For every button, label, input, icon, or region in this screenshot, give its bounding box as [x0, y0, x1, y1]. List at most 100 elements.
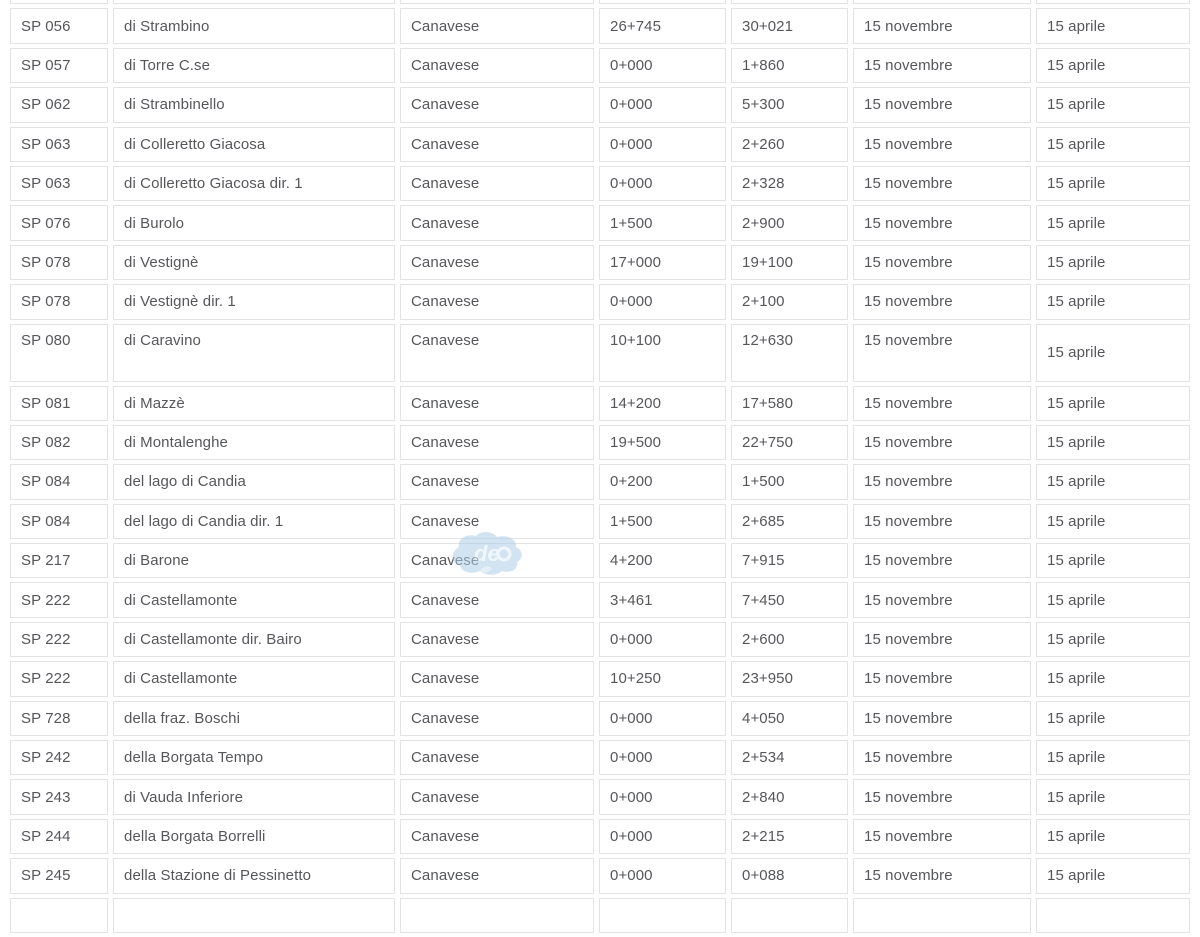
cell-closure-start: 15 novembre	[853, 543, 1031, 579]
cell-km-start: 0+000	[599, 621, 726, 658]
cell-code: SP 243	[10, 779, 108, 815]
cell-km-start	[599, 0, 726, 5]
cell-km-start: 0+200	[599, 464, 726, 500]
cell-code: SP 080	[10, 323, 108, 382]
cell-closure-start: 15 novembre	[853, 323, 1031, 382]
cell-km-start: 0+000	[599, 779, 726, 815]
cell-road-name: della Stazione di Pessinetto	[113, 858, 395, 894]
cell-closure-start: 15 novembre	[853, 700, 1031, 737]
cell-code: SP 728	[10, 700, 108, 737]
cell-road-name: di Castellamonte dir. Bairo	[113, 621, 395, 658]
cell-zone: Canavese	[400, 8, 594, 44]
cell-code: SP 063	[10, 126, 108, 162]
cell-km-end: 2+534	[731, 740, 848, 776]
cell-zone	[400, 897, 594, 933]
cell-closure-start: 15 novembre	[853, 818, 1031, 855]
table-row: SP 056 di Strambino Canavese 26+745 30+0…	[10, 8, 1190, 44]
cell-km-end: 2+215	[731, 818, 848, 855]
table-row: SP 084 del lago di Candia Canavese 0+200…	[10, 464, 1190, 500]
cell-closure-start: 15 novembre	[853, 661, 1031, 697]
cell-km-start: 3+461	[599, 582, 726, 618]
cell-code: SP 222	[10, 582, 108, 618]
cell-zone: Canavese	[400, 47, 594, 84]
table-row: SP 222 di Castellamonte Canavese 10+250 …	[10, 661, 1190, 697]
cell-closure-start: 15 novembre	[853, 8, 1031, 44]
cell-road-name: di Strambinello	[113, 87, 395, 123]
table-row: SP 063 di Colleretto Giacosa Canavese 0+…	[10, 126, 1190, 162]
cell-km-end: 22+750	[731, 424, 848, 461]
cell-code: SP 084	[10, 464, 108, 500]
cell-closure-end: 15 aprile	[1036, 323, 1190, 382]
cell-closure-end: 15 aprile	[1036, 385, 1190, 421]
cell-closure-end: 15 aprile	[1036, 424, 1190, 461]
cell-km-end: 2+100	[731, 284, 848, 320]
cell-km-end	[731, 0, 848, 5]
table-row: SP 076 di Burolo Canavese 1+500 2+900 15…	[10, 205, 1190, 241]
table-row-partial-top	[10, 0, 1190, 5]
cell-km-start: 0+000	[599, 284, 726, 320]
cell-code	[10, 0, 108, 5]
cell-closure-end: 15 aprile	[1036, 661, 1190, 697]
cell-km-end: 2+900	[731, 205, 848, 241]
cell-code: SP 222	[10, 661, 108, 697]
cell-km-start: 19+500	[599, 424, 726, 461]
cell-code: SP 076	[10, 205, 108, 241]
cell-km-end: 7+915	[731, 543, 848, 579]
cell-km-start: 10+250	[599, 661, 726, 697]
table-row: SP 242 della Borgata Tempo Canavese 0+00…	[10, 740, 1190, 776]
cell-zone: Canavese	[400, 87, 594, 123]
table-row-partial-bottom	[10, 897, 1190, 933]
cell-closure-end: 15 aprile	[1036, 503, 1190, 540]
cell-zone: Canavese	[400, 424, 594, 461]
cell-km-start: 0+000	[599, 700, 726, 737]
cell-km-start: 0+000	[599, 165, 726, 202]
cell-closure-end: 15 aprile	[1036, 543, 1190, 579]
cell-code	[10, 897, 108, 933]
cell-zone: Canavese	[400, 464, 594, 500]
cell-km-end: 2+685	[731, 503, 848, 540]
cell-km-start: 14+200	[599, 385, 726, 421]
cell-road-name: di Burolo	[113, 205, 395, 241]
cell-zone: Canavese	[400, 244, 594, 281]
cell-zone: Canavese	[400, 323, 594, 382]
cell-code: SP 084	[10, 503, 108, 540]
cell-km-end: 7+450	[731, 582, 848, 618]
cell-road-name: del lago di Candia	[113, 464, 395, 500]
cell-closure-start: 15 novembre	[853, 740, 1031, 776]
cell-zone: Canavese	[400, 503, 594, 540]
cell-road-name: di Torre C.se	[113, 47, 395, 84]
cell-km-start: 1+500	[599, 503, 726, 540]
cell-road-name: della Borgata Borrelli	[113, 818, 395, 855]
cell-closure-start: 15 novembre	[853, 205, 1031, 241]
table-row: SP 217 di Barone Canavese 4+200 7+915 15…	[10, 543, 1190, 579]
cell-closure-end: 15 aprile	[1036, 126, 1190, 162]
cell-km-end: 5+300	[731, 87, 848, 123]
cell-zone: Canavese	[400, 284, 594, 320]
cell-km-end: 2+840	[731, 779, 848, 815]
cell-closure-start: 15 novembre	[853, 385, 1031, 421]
cell-km-start: 0+000	[599, 818, 726, 855]
cell-km-end: 30+021	[731, 8, 848, 44]
cell-code: SP 244	[10, 818, 108, 855]
table-row: SP 081 di Mazzè Canavese 14+200 17+580 1…	[10, 385, 1190, 421]
cell-zone: Canavese	[400, 779, 594, 815]
cell-road-name: di Vauda Inferiore	[113, 779, 395, 815]
cell-km-end: 4+050	[731, 700, 848, 737]
cell-road-name: di Castellamonte	[113, 582, 395, 618]
cell-zone: Canavese	[400, 621, 594, 658]
cell-road-name: del lago di Candia dir. 1	[113, 503, 395, 540]
cell-km-start: 0+000	[599, 47, 726, 84]
cell-code: SP 056	[10, 8, 108, 44]
cell-road-name: di Strambino	[113, 8, 395, 44]
cell-closure-end: 15 aprile	[1036, 779, 1190, 815]
cell-closure-start: 15 novembre	[853, 464, 1031, 500]
cell-code: SP 217	[10, 543, 108, 579]
cell-zone: Canavese	[400, 818, 594, 855]
table-row: SP 078 di Vestignè Canavese 17+000 19+10…	[10, 244, 1190, 281]
cell-road-name	[113, 897, 395, 933]
table-row: SP 222 di Castellamonte dir. Bairo Canav…	[10, 621, 1190, 658]
cell-closure-start: 15 novembre	[853, 126, 1031, 162]
cell-zone: Canavese	[400, 385, 594, 421]
cell-km-start: 0+000	[599, 87, 726, 123]
cell-km-start: 0+000	[599, 740, 726, 776]
